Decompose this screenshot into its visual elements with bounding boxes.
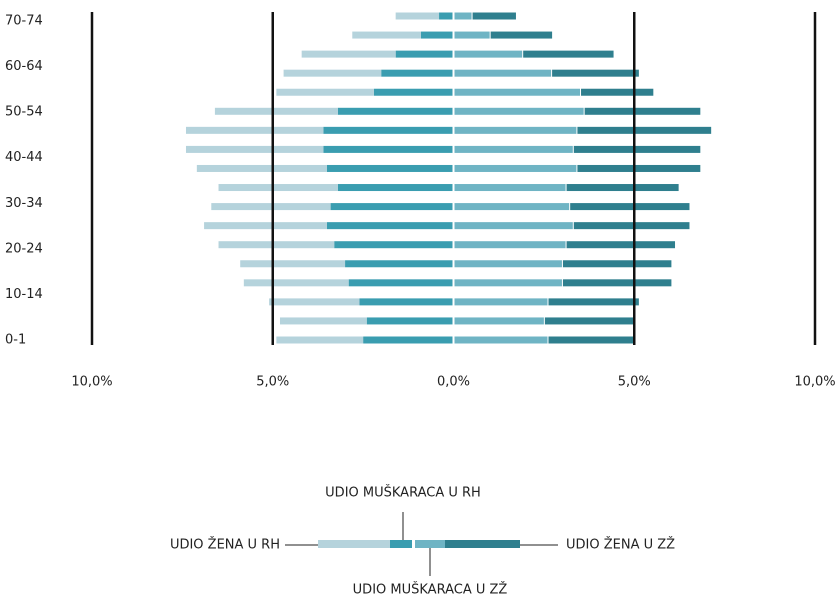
bar	[454, 69, 552, 77]
bar	[454, 203, 570, 211]
bar	[454, 279, 562, 287]
bar	[345, 260, 453, 268]
bar	[330, 203, 453, 211]
bar	[454, 107, 584, 115]
y-tick-label: 20-24	[5, 241, 43, 256]
bar	[279, 317, 367, 325]
bar	[283, 69, 382, 77]
bar	[454, 88, 581, 96]
bar	[552, 69, 639, 77]
bar	[326, 164, 453, 172]
bar	[218, 184, 338, 192]
bar	[218, 241, 335, 249]
y-tick-label: 40-44	[5, 150, 43, 165]
bar	[454, 126, 577, 134]
bar	[243, 279, 349, 287]
bar	[573, 145, 701, 153]
y-tick-label: 50-54	[5, 105, 43, 120]
legend-swatch	[390, 540, 412, 548]
bar	[420, 31, 453, 39]
x-tick-label: 10,0%	[794, 375, 835, 390]
bar	[454, 50, 523, 58]
y-tick-label: 10-14	[5, 287, 43, 302]
bar	[352, 31, 421, 39]
bar	[439, 12, 453, 20]
bar	[211, 203, 331, 211]
legend-label: UDIO ŽENA U RH	[170, 537, 280, 553]
bar	[454, 145, 573, 153]
bar	[395, 50, 453, 58]
bar	[584, 107, 701, 115]
bar	[570, 203, 690, 211]
bar	[523, 50, 614, 58]
bar	[337, 184, 453, 192]
bar	[214, 107, 338, 115]
bar	[276, 336, 364, 344]
legend-swatch	[318, 540, 390, 548]
bar	[548, 336, 636, 344]
bar	[381, 69, 453, 77]
bar	[269, 298, 360, 306]
bar	[548, 298, 639, 306]
bar	[204, 222, 327, 230]
legend-swatch	[445, 540, 520, 548]
bar	[363, 336, 453, 344]
bar	[185, 126, 324, 134]
legend-label: UDIO MUŠKARACA U ZŽ	[353, 582, 508, 598]
bar	[359, 298, 453, 306]
legend-label: UDIO MUŠKARACA U RH	[325, 485, 481, 501]
bar	[454, 184, 566, 192]
bar	[334, 241, 453, 249]
bar	[454, 222, 573, 230]
bar	[301, 50, 396, 58]
bar	[337, 107, 453, 115]
bar	[323, 145, 453, 153]
bar	[544, 317, 636, 325]
bar	[573, 222, 690, 230]
bar	[373, 88, 453, 96]
bar	[454, 336, 548, 344]
bar	[366, 317, 453, 325]
bar	[454, 317, 544, 325]
y-tick-label: 70-74	[5, 14, 43, 29]
legend-swatch	[415, 540, 445, 548]
bar	[454, 260, 562, 268]
bar	[566, 184, 679, 192]
x-tick-label: 10,0%	[71, 375, 112, 390]
y-tick-label: 0-1	[5, 333, 26, 348]
x-tick-label: 0,0%	[437, 375, 470, 390]
bar	[454, 31, 490, 39]
bar	[454, 298, 548, 306]
bar	[240, 260, 346, 268]
bar	[326, 222, 453, 230]
x-tick-label: 5,0%	[256, 375, 289, 390]
bar	[472, 12, 516, 20]
bar	[581, 88, 654, 96]
bar	[562, 279, 672, 287]
bar	[577, 164, 701, 172]
bar	[454, 241, 566, 249]
bar	[454, 12, 472, 20]
bar	[490, 31, 553, 39]
y-tick-label: 30-34	[5, 196, 43, 211]
bar	[566, 241, 676, 249]
x-tick-label: 5,0%	[618, 375, 651, 390]
bar	[562, 260, 672, 268]
bar	[276, 88, 374, 96]
bar	[395, 12, 440, 20]
bar	[348, 279, 453, 287]
bar	[577, 126, 712, 134]
bar	[323, 126, 453, 134]
bar	[185, 145, 324, 153]
bar	[454, 164, 577, 172]
bar	[196, 164, 327, 172]
legend: UDIO MUŠKARACA U RH UDIO ŽENA U RH UDIO …	[170, 485, 675, 598]
legend-label: UDIO ŽENA U ZŽ	[566, 537, 675, 553]
y-tick-label: 60-64	[5, 59, 43, 74]
